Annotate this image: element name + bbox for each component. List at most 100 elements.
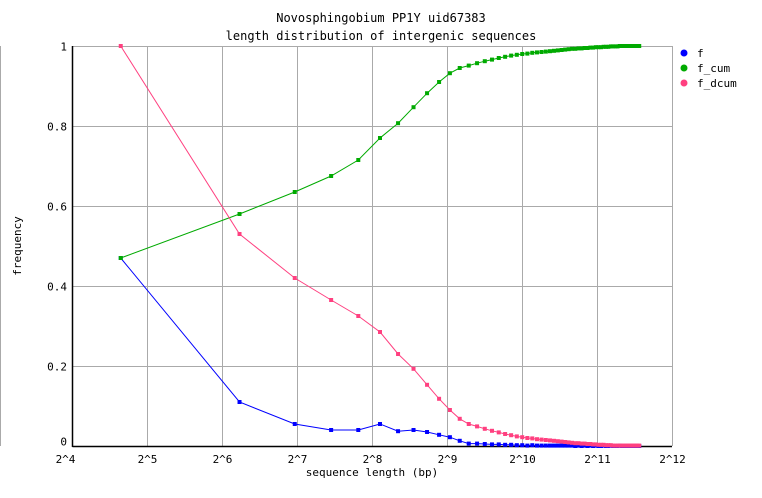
data-point-f_dcum — [466, 422, 471, 426]
data-point-f — [425, 430, 430, 434]
data-point-f_dcum — [615, 443, 620, 448]
data-point-f_dcum — [118, 44, 123, 48]
legend-marker-f_dcum — [680, 79, 688, 87]
data-point-f_cum — [539, 50, 544, 54]
data-point-f — [475, 441, 480, 446]
legend: f f_cum f_dcum — [680, 47, 737, 90]
y-tick-label: 1 — [60, 41, 67, 54]
data-point-f_dcum — [539, 437, 544, 442]
data-point-f_dcum — [411, 366, 416, 371]
data-point-f — [411, 428, 416, 432]
series-layer — [118, 44, 642, 448]
data-point-f_cum — [615, 44, 620, 49]
data-point-f — [509, 442, 514, 447]
data-point-f_dcum — [623, 443, 628, 448]
data-point-f — [377, 422, 382, 426]
data-point-f_cum — [425, 91, 430, 96]
data-point-f_dcum — [619, 443, 624, 448]
data-point-f_dcum — [377, 330, 382, 334]
series-line-f_cum — [120, 45, 640, 259]
data-point-f_cum — [457, 66, 462, 70]
data-point-f_cum — [490, 57, 495, 62]
x-tick-label: 2^4 — [56, 453, 76, 466]
x-tick-label: 2^11 — [584, 453, 611, 466]
y-tick-label: 0.8 — [47, 121, 67, 134]
data-point-f_cum — [509, 53, 514, 58]
data-point-f_cum — [447, 71, 452, 76]
x-tick-label: 2^8 — [363, 453, 383, 466]
data-point-f_dcum — [534, 437, 539, 442]
data-point-f — [543, 443, 548, 448]
data-point-f_dcum — [613, 443, 618, 448]
y-tick-label: 0.4 — [47, 281, 67, 294]
data-point-f_dcum — [596, 442, 601, 447]
legend-label-f: f — [697, 47, 704, 60]
data-point-f_dcum — [547, 438, 552, 443]
data-point-f_dcum — [490, 428, 495, 433]
data-point-f_dcum — [292, 276, 297, 280]
data-point-f_dcum — [425, 382, 430, 387]
x-tick-label: 2^5 — [138, 453, 158, 466]
data-point-f_cum — [617, 44, 622, 48]
y-axis-label: frequency — [11, 216, 24, 276]
data-point-f_cum — [606, 44, 611, 49]
data-point-f_cum — [611, 44, 616, 49]
x-tick-label: 2^10 — [509, 453, 536, 466]
data-point-f_dcum — [621, 443, 626, 448]
data-point-f_dcum — [637, 443, 642, 448]
data-point-f_cum — [466, 63, 471, 68]
data-point-f_cum — [530, 50, 535, 55]
data-point-f_dcum — [604, 443, 609, 448]
data-point-f_dcum — [475, 424, 480, 429]
data-point-f_cum — [437, 80, 442, 84]
data-point-f_dcum — [447, 408, 452, 412]
data-point-f_dcum — [543, 438, 548, 442]
data-point-f_cum — [520, 52, 525, 56]
legend-marker-f_cum — [680, 64, 688, 72]
data-point-f_cum — [596, 45, 601, 50]
x-axis-label: sequence length (bp) — [306, 466, 438, 479]
data-point-f_dcum — [588, 442, 593, 446]
data-point-f — [237, 400, 242, 404]
series-line-f_dcum — [120, 45, 640, 447]
data-point-f_dcum — [606, 443, 611, 448]
y-tick-label: 0.2 — [47, 361, 67, 374]
data-point-f — [530, 443, 535, 448]
data-point-f_dcum — [599, 442, 604, 447]
data-point-f — [396, 429, 401, 434]
data-point-f_cum — [292, 190, 297, 194]
data-point-f — [559, 443, 564, 448]
data-point-f_cum — [585, 46, 590, 50]
data-point-f_dcum — [509, 433, 514, 438]
data-point-f — [482, 442, 487, 446]
data-point-f — [576, 443, 581, 448]
x-tick-label: 2^9 — [438, 453, 458, 466]
data-point-f_dcum — [579, 441, 584, 446]
data-point-f_dcum — [573, 441, 578, 446]
data-point-f_dcum — [457, 416, 462, 421]
data-point-f_cum — [593, 45, 598, 50]
data-point-f_cum — [582, 46, 587, 50]
data-point-f_cum — [551, 48, 556, 53]
data-point-f_dcum — [570, 440, 575, 445]
data-point-f_dcum — [520, 435, 525, 440]
x-tick-label: 2^6 — [213, 453, 233, 466]
data-point-f — [437, 432, 442, 437]
data-point-f_dcum — [530, 436, 535, 441]
series-f_cum — [118, 44, 642, 260]
data-point-f — [525, 443, 530, 448]
data-point-f — [566, 443, 571, 448]
data-point-f_cum — [601, 44, 606, 49]
data-point-f_dcum — [356, 314, 361, 318]
data-point-f — [570, 443, 575, 448]
data-point-f_cum — [623, 44, 628, 48]
data-point-f_dcum — [482, 426, 487, 431]
data-point-f_cum — [573, 46, 578, 51]
tick-labels: 2^4 2^5 2^6 2^7 2^8 2^9 2^10 2^11 2^12 0 0.2 0.4 0.6… — [47, 41, 686, 467]
data-point-f_cum — [570, 46, 575, 51]
y-tick-label: 0.6 — [47, 201, 67, 214]
data-point-f_cum — [482, 59, 487, 64]
data-point-f — [292, 422, 297, 426]
series-f_dcum — [118, 44, 642, 448]
data-point-f — [496, 442, 501, 447]
